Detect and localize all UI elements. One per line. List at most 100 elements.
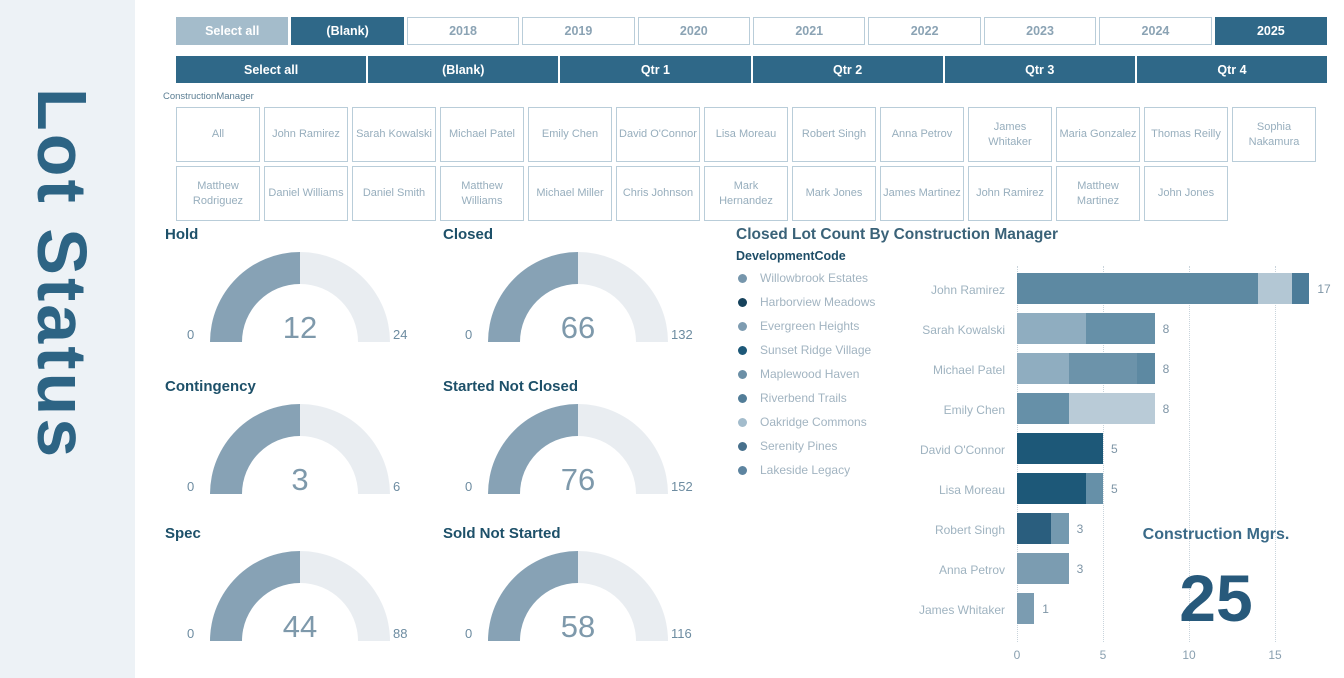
gauge-min-label: 0 <box>187 479 195 494</box>
manager-filter-daniel-smith[interactable]: Daniel Smith <box>352 166 436 221</box>
gauge-started-not-closed: Started Not Closed 76 0 152 <box>443 378 713 518</box>
gauge-max-label: 24 <box>393 327 408 342</box>
bar-category-label-michael-patel: Michael Patel <box>932 363 1005 377</box>
bar-segment-1 <box>1017 553 1069 584</box>
bar-sarah-kowalski[interactable]: 8 <box>1017 313 1169 344</box>
x-axis-tick-15: 15 <box>1268 648 1282 662</box>
manager-filter-all[interactable]: All <box>176 107 260 162</box>
bar-james-whitaker[interactable]: 1 <box>1017 593 1049 624</box>
bar-segment-2 <box>1068 393 1155 424</box>
manager-filter-mark-hernandez[interactable]: Mark Hernandez <box>704 166 788 221</box>
gauge-hold: Hold 12 0 24 <box>165 226 435 366</box>
manager-filter-chris-johnson[interactable]: Chris Johnson <box>616 166 700 221</box>
legend-item-label: Evergreen Heights <box>760 319 860 333</box>
legend-dot-icon <box>738 441 747 451</box>
construction-manager-filter-label: ConstructionManager <box>163 91 254 102</box>
year-filter-2024[interactable]: 2024 <box>1099 17 1212 45</box>
year-filter-2018[interactable]: 2018 <box>406 17 520 45</box>
year-filter-2023[interactable]: 2023 <box>983 17 1097 45</box>
bar-lisa-moreau[interactable]: 5 <box>1017 473 1118 504</box>
manager-filter-david-o-connor[interactable]: David O'Connor <box>616 107 700 162</box>
legend-item-maplewood-haven[interactable]: Maplewood Haven <box>738 362 875 386</box>
bar-david-o-connor[interactable]: 5 <box>1017 433 1118 464</box>
quarter-filter-qtr-1[interactable]: Qtr 1 <box>560 56 751 83</box>
manager-filter-sophia-nakamura[interactable]: Sophia Nakamura <box>1232 107 1316 162</box>
gauge-contingency: Contingency 3 0 6 <box>165 378 435 518</box>
legend-item-evergreen-heights[interactable]: Evergreen Heights <box>738 314 875 338</box>
manager-filter-michael-patel[interactable]: Michael Patel <box>440 107 524 162</box>
year-filter-2020[interactable]: 2020 <box>637 17 751 45</box>
manager-filter-james-whitaker[interactable]: James Whitaker <box>968 107 1052 162</box>
gauge-min-label: 0 <box>187 327 195 342</box>
bar-value-label: 8 <box>1162 321 1170 336</box>
manager-filter-thomas-reilly[interactable]: Thomas Reilly <box>1144 107 1228 162</box>
bar-category-labels: John Ramirez Sarah Kowalski Michael Patel E… <box>800 270 1005 630</box>
legend-item-label: Maplewood Haven <box>760 367 860 381</box>
year-filter-select-all[interactable]: Select all <box>176 17 289 45</box>
bar-category-label-john-ramirez: John Ramirez <box>930 283 1005 297</box>
x-axis-tick-10: 10 <box>1182 648 1196 662</box>
bar-chart-plot: 0 5 10 15 17 8 8 8 5 5 3 3 1 <box>1014 266 1331 662</box>
gauge-min-label: 0 <box>187 626 195 641</box>
sidebar: Lot Status <box>0 0 135 678</box>
manager-filter-matthew-rodriguez[interactable]: Matthew Rodriguez <box>176 166 260 221</box>
bar-michael-patel[interactable]: 8 <box>1017 353 1169 384</box>
manager-filter-sarah-kowalski[interactable]: Sarah Kowalski <box>352 107 436 162</box>
quarter-filter-qtr-3[interactable]: Qtr 3 <box>944 56 1135 83</box>
manager-filter-matthew-martinez[interactable]: Matthew Martinez <box>1056 166 1140 221</box>
bar-john-ramirez[interactable]: 17 <box>1017 273 1331 304</box>
quarter-filter-select-all[interactable]: Select all <box>176 56 367 83</box>
legend-item-serenity-pines[interactable]: Serenity Pines <box>738 434 875 458</box>
gauge-value: 76 <box>560 462 596 497</box>
year-filter-2022[interactable]: 2022 <box>868 17 981 45</box>
bar-segment-1 <box>1017 393 1069 424</box>
x-axis-tick-0: 0 <box>1013 648 1021 662</box>
manager-filter-john-ramirez[interactable]: John Ramirez <box>968 166 1052 221</box>
manager-filter-anna-petrov[interactable]: Anna Petrov <box>880 107 964 162</box>
manager-filter-john-jones[interactable]: John Jones <box>1144 166 1228 221</box>
year-filter-2019[interactable]: 2019 <box>522 17 635 45</box>
manager-filter-emily-chen[interactable]: Emily Chen <box>528 107 612 162</box>
bar-segment-3 <box>1137 353 1155 384</box>
bar-segment-2 <box>1068 353 1138 384</box>
manager-filter-john-ramirez[interactable]: John Ramirez <box>264 107 348 162</box>
gauge-min-label: 0 <box>465 479 473 494</box>
manager-filter-matthew-williams[interactable]: Matthew Williams <box>440 166 524 221</box>
legend-item-sunset-ridge-village[interactable]: Sunset Ridge Village <box>738 338 875 362</box>
bar-segment-2 <box>1051 513 1069 544</box>
bar-emily-chen[interactable]: 8 <box>1017 393 1169 424</box>
year-filter-2025[interactable]: 2025 <box>1214 17 1328 45</box>
legend-item-lakeside-legacy[interactable]: Lakeside Legacy <box>738 458 875 482</box>
quarter-filter-qtr-2[interactable]: Qtr 2 <box>752 56 943 83</box>
gauge-title: Started Not Closed <box>443 378 579 395</box>
bar-anna-petrov[interactable]: 3 <box>1017 553 1083 584</box>
manager-filter-mark-jones[interactable]: Mark Jones <box>792 166 876 221</box>
year-filter-2021[interactable]: 2021 <box>753 17 866 45</box>
quarter-filter-blank[interactable]: (Blank) <box>368 56 559 83</box>
quarter-filter-qtr-4[interactable]: Qtr 4 <box>1136 56 1328 83</box>
bar-value-label: 8 <box>1162 361 1170 376</box>
bar-category-label-robert-singh: Robert Singh <box>934 523 1005 537</box>
legend-item-willowbrook-estates[interactable]: Willowbrook Estates <box>738 266 875 290</box>
legend-item-oakridge-commons[interactable]: Oakridge Commons <box>738 410 875 434</box>
manager-filter-robert-singh[interactable]: Robert Singh <box>792 107 876 162</box>
manager-filter-james-martinez[interactable]: James Martinez <box>880 166 964 221</box>
gauge-title: Closed <box>443 226 494 243</box>
legend-item-harborview-meadows[interactable]: Harborview Meadows <box>738 290 875 314</box>
bar-segment-1 <box>1017 273 1258 304</box>
manager-filter-daniel-williams[interactable]: Daniel Williams <box>264 166 348 221</box>
legend-item-riverbend-trails[interactable]: Riverbend Trails <box>738 386 875 410</box>
gauge-sold-not-started: Sold Not Started 58 0 116 <box>443 525 713 665</box>
legend-dot-icon <box>738 273 747 283</box>
year-filter-blank[interactable]: (Blank) <box>291 17 404 45</box>
manager-filter-michael-miller[interactable]: Michael Miller <box>528 166 612 221</box>
manager-filter-maria-gonzalez[interactable]: Maria Gonzalez <box>1056 107 1140 162</box>
gauge-max-label: 116 <box>671 626 692 641</box>
manager-filter-lisa-moreau[interactable]: Lisa Moreau <box>704 107 788 162</box>
bar-robert-singh[interactable]: 3 <box>1017 513 1083 544</box>
gauge-max-label: 6 <box>393 479 401 494</box>
bar-segment-1 <box>1017 593 1035 624</box>
legend-dot-icon <box>738 369 747 379</box>
bar-segment-1 <box>1017 353 1069 384</box>
gauge-min-label: 0 <box>465 327 473 342</box>
